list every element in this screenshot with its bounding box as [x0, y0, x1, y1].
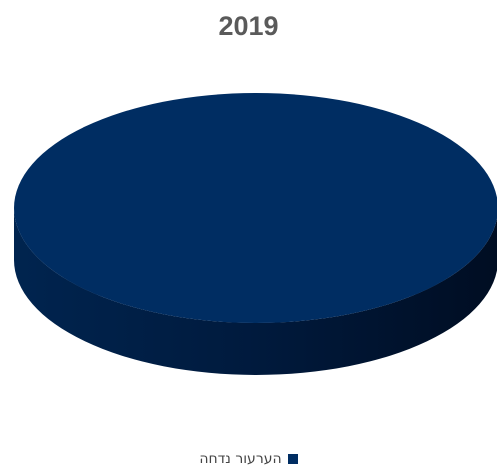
legend: הערעור נדחה	[0, 450, 497, 468]
legend-swatch	[287, 454, 298, 464]
pie-slice	[14, 93, 497, 323]
chart-title: 2019	[218, 11, 279, 41]
legend-label: הערעור נדחה	[199, 451, 282, 467]
pie-slices	[14, 93, 497, 375]
pie-slice-side	[14, 208, 497, 375]
